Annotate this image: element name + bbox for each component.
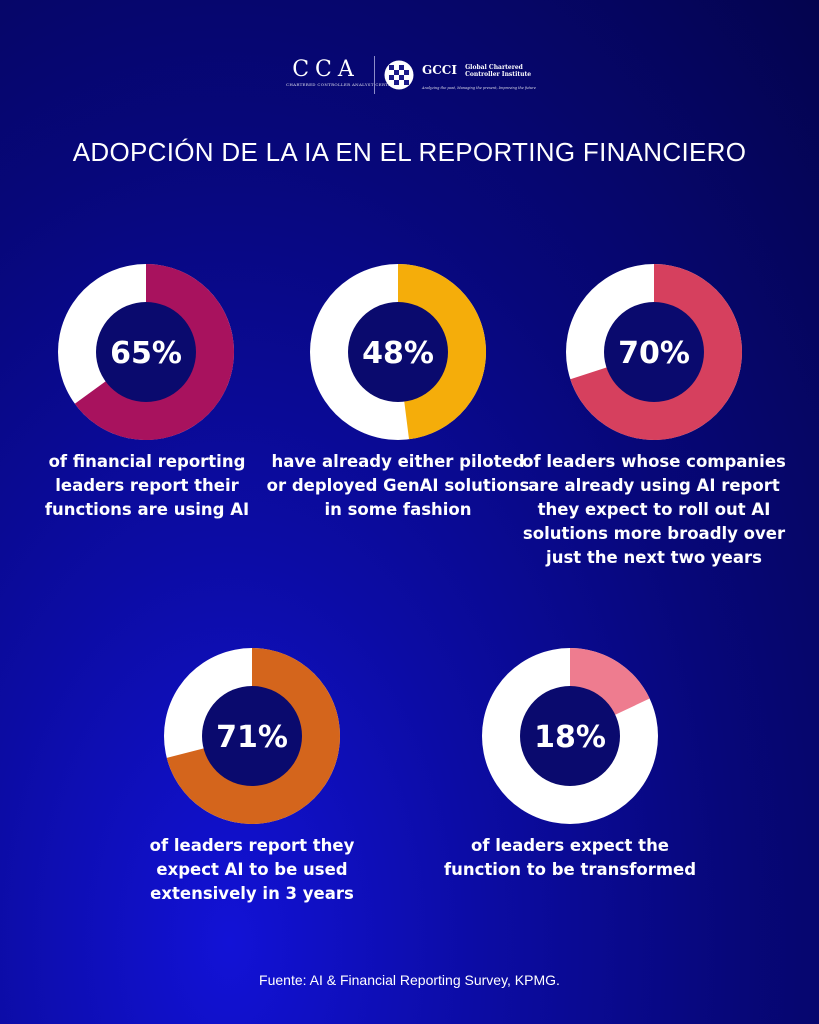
donut-hole (604, 302, 704, 402)
stat-caption-2: have already either piloted or deployed … (266, 452, 530, 519)
donut-value-label: 71% (216, 720, 288, 755)
gcci-badge-icon (384, 60, 414, 90)
logo-bar: CCA CHARTERED CONTROLLER ANALYST CERTIFI… (0, 56, 819, 96)
donut-chart-5: 18% (480, 646, 660, 826)
page-title: ADOPCIÓN DE LA IA EN EL REPORTING FINANC… (72, 137, 747, 167)
donut-svg: 48% (310, 264, 487, 440)
logo-divider (374, 56, 375, 94)
donut-chart-4: 71% (162, 646, 342, 826)
donut-value-label: 70% (618, 336, 690, 371)
stat-caption-3: of leaders whose companies are already u… (522, 452, 786, 567)
donut-value-label: 48% (362, 336, 434, 371)
gcci-mark: GCCI (422, 63, 457, 77)
stat-caption-5: of leaders expect the function to be tra… (443, 836, 697, 879)
donut-value-label: 65% (110, 336, 182, 371)
gcci-logo: GCCI Global Chartered Controller Institu… (422, 64, 545, 91)
donut-chart-2: 48% (308, 262, 488, 442)
donut-svg: 65% (58, 264, 234, 440)
donut-hole (520, 686, 620, 786)
gcci-tagline: Analyzing the past, Managing the present… (422, 86, 536, 90)
cca-subtitle: CHARTERED CONTROLLER ANALYST CERTIFICATE (286, 82, 408, 87)
donut-svg: 71% (164, 648, 340, 824)
donut-hole (96, 302, 196, 402)
donut-hole (202, 686, 302, 786)
donut-chart-1: 65% (56, 262, 236, 442)
donut-chart-3: 70% (564, 262, 744, 442)
source-note: Fuente: AI & Financial Reporting Survey,… (259, 972, 560, 988)
cca-mark: CCA (292, 57, 360, 82)
donut-svg: 70% (566, 264, 743, 440)
cca-logo: CCA CHARTERED CONTROLLER ANALYST CERTIFI… (286, 57, 408, 88)
stat-caption-4: of leaders report they expect AI to be u… (149, 836, 355, 903)
gcci-name: Global Chartered Controller Institute (465, 64, 532, 78)
donut-value-label: 18% (534, 720, 606, 755)
donut-svg: 18% (482, 648, 658, 824)
donut-hole (348, 302, 448, 402)
stat-caption-1: of financial reporting leaders report th… (44, 452, 250, 519)
